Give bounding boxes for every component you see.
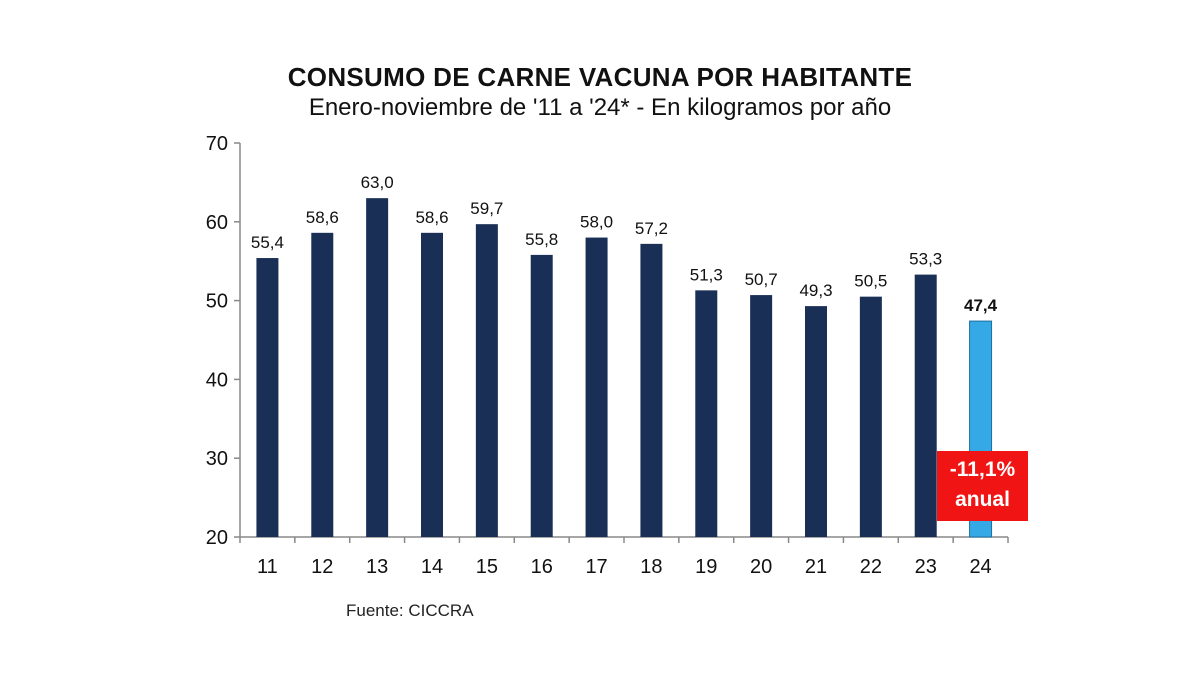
- bar: [805, 306, 827, 537]
- bar-value-label: 49,3: [799, 281, 832, 300]
- bar-value-label: 58,6: [306, 208, 339, 227]
- bar-value-label: 59,7: [470, 199, 503, 218]
- bar-value-label: 51,3: [690, 265, 723, 284]
- x-tick-label: 12: [311, 556, 333, 578]
- x-tick-label: 13: [366, 556, 388, 578]
- bar-value-label: 47,4: [964, 296, 998, 315]
- x-tick-label: 21: [805, 556, 827, 578]
- bar: [859, 296, 882, 537]
- x-tick-label: 14: [421, 556, 443, 578]
- bar: [366, 198, 389, 537]
- bar: [475, 224, 498, 537]
- y-tick-label: 60: [206, 212, 228, 234]
- x-tick-label: 17: [585, 556, 607, 578]
- bar-value-label: 58,6: [415, 208, 448, 227]
- x-tick-label: 23: [915, 556, 937, 578]
- bar: [695, 290, 718, 537]
- x-tick-label: 22: [860, 556, 882, 578]
- bar-value-label: 63,0: [361, 173, 394, 192]
- bar: [311, 232, 334, 537]
- x-tick-label: 15: [476, 556, 498, 578]
- bar-value-label: 50,7: [745, 270, 778, 289]
- x-tick-label: 16: [531, 556, 553, 578]
- bar-value-label: 50,5: [854, 272, 887, 291]
- bar: [640, 243, 663, 537]
- y-tick-label: 40: [206, 369, 228, 391]
- bar-value-label: 57,2: [635, 219, 668, 238]
- x-tick-label: 20: [750, 556, 772, 578]
- bar: [421, 232, 443, 537]
- chart-title: CONSUMO DE CARNE VACUNA POR HABITANTE: [287, 62, 913, 92]
- x-tick-label: 19: [695, 556, 717, 578]
- y-tick-label: 50: [206, 291, 228, 313]
- y-tick-label: 20: [206, 527, 228, 549]
- bar: [750, 295, 773, 537]
- bar-value-label: 55,8: [525, 230, 558, 249]
- source-note: Fuente: CICCRA: [346, 601, 474, 620]
- bar: [914, 274, 937, 537]
- bar: [585, 237, 608, 537]
- y-tick-label: 70: [206, 133, 228, 155]
- x-tick-label: 18: [640, 556, 662, 578]
- bar-value-label: 53,3: [909, 250, 942, 269]
- bar: [530, 254, 553, 537]
- x-tick-label: 11: [257, 556, 278, 578]
- annual-change-badge: -11,1% anual: [937, 451, 1028, 521]
- y-tick-label: 30: [206, 448, 228, 470]
- x-tick-label: 24: [969, 556, 991, 578]
- bar-value-label: 55,4: [251, 233, 284, 252]
- chart-subtitle: Enero-noviembre de '11 a '24* - En kilog…: [308, 94, 892, 121]
- bar-value-label: 58,0: [580, 213, 613, 232]
- annual-change-label: anual: [955, 488, 1010, 511]
- annual-change-value: -11,1%: [949, 458, 1016, 481]
- bar: [256, 258, 279, 537]
